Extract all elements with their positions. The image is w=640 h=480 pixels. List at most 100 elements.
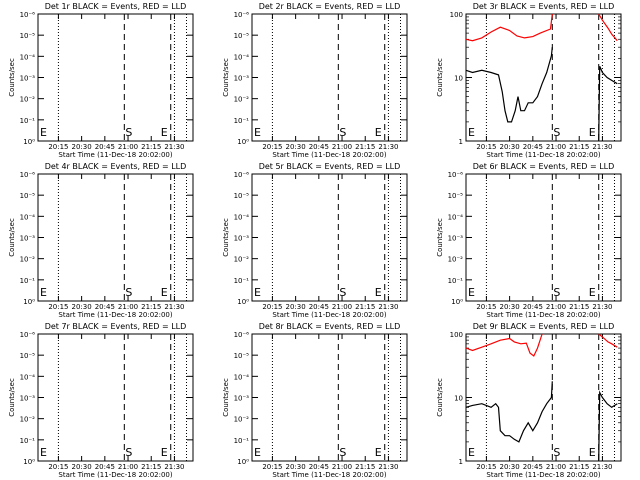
- y-tick-label: 10⁰: [237, 138, 249, 146]
- marker-label: S: [339, 286, 346, 299]
- y-tick-label: 10⁻³: [234, 75, 250, 83]
- x-tick-label: 21:15: [569, 143, 589, 151]
- x-tick-label: 21:15: [355, 303, 375, 311]
- y-tick-label: 10⁻⁶: [234, 331, 250, 339]
- marker-label: E: [40, 446, 47, 459]
- x-tick-label: 21:15: [141, 303, 161, 311]
- y-tick-label: 10⁻³: [20, 235, 36, 243]
- y-tick-label: 10⁻¹: [20, 277, 36, 285]
- chart-panel: Det 6r BLACK = Events, RED = LLD 10⁰ 10⁻¹ 1…: [436, 162, 622, 319]
- marker-label: S: [553, 446, 560, 459]
- x-axis-label: Start Time (11-Dec-18 20:02:00): [58, 311, 172, 319]
- y-tick-label: 10⁻²: [20, 416, 36, 424]
- plot-frame: [251, 13, 408, 142]
- y-tick-label: 10⁻⁵: [20, 192, 36, 200]
- y-axis-label: Counts/sec: [436, 58, 444, 97]
- plot-frame: [37, 173, 194, 302]
- x-tick-label: 21:00: [118, 463, 138, 471]
- x-tick-label: 21:00: [546, 143, 566, 151]
- y-tick-label: 10⁻³: [234, 235, 250, 243]
- y-axis-label: Counts/sec: [8, 378, 16, 417]
- x-tick-label: 21:15: [355, 463, 375, 471]
- y-axis-label: Counts/sec: [222, 378, 230, 417]
- marker-label: S: [125, 126, 132, 139]
- y-tick-label: 10⁻⁵: [234, 32, 250, 40]
- x-tick-label: 20:15: [262, 143, 282, 151]
- x-tick-label: 21:30: [164, 303, 184, 311]
- y-tick-label: 10⁻²: [448, 256, 464, 264]
- y-tick-label: 10⁻¹: [234, 437, 250, 445]
- chart-title: Det 5r BLACK = Events, RED = LLD: [259, 162, 401, 171]
- x-axis-label: Start Time (11-Dec-18 20:02:00): [486, 311, 600, 319]
- marker-label: E: [254, 446, 261, 459]
- y-tick-label: 10⁻²: [20, 96, 36, 104]
- x-tick-label: 20:30: [500, 463, 520, 471]
- x-tick-label: 21:00: [118, 143, 138, 151]
- x-tick-label: 20:45: [95, 303, 115, 311]
- chart-panel: Det 3r BLACK = Events, RED = LLD 100 10 1 Co…: [436, 2, 622, 159]
- x-tick-label: 20:45: [95, 463, 115, 471]
- x-tick-label: 20:30: [286, 143, 306, 151]
- x-tick-label: 21:30: [378, 143, 398, 151]
- x-tick-label: 20:45: [95, 143, 115, 151]
- x-axis-label: Start Time (11-Dec-18 20:02:00): [58, 151, 172, 159]
- chart-panel: Det 4r BLACK = Events, RED = LLD 10⁰ 10⁻¹ 1…: [8, 162, 194, 319]
- x-tick-label: 21:00: [332, 143, 352, 151]
- marker-label: S: [125, 286, 132, 299]
- x-tick-label: 20:15: [476, 463, 496, 471]
- y-axis-label: Counts/sec: [436, 218, 444, 257]
- y-tick-label: 10⁻⁵: [20, 32, 36, 40]
- y-tick-label: 10⁻³: [448, 235, 464, 243]
- x-axis-label: Start Time (11-Dec-18 20:02:00): [58, 471, 172, 479]
- marker-label: E: [468, 446, 475, 459]
- x-tick-label: 21:15: [569, 463, 589, 471]
- marker-label: E: [161, 286, 168, 299]
- y-tick-label: 10⁰: [237, 458, 249, 466]
- y-tick-label: 10⁻⁵: [448, 192, 464, 200]
- chart-panel: Det 5r BLACK = Events, RED = LLD 10⁰ 10⁻¹ 1…: [222, 162, 408, 319]
- y-tick-label: 10⁰: [23, 138, 35, 146]
- marker-label: S: [339, 446, 346, 459]
- x-axis-label: Start Time (11-Dec-18 20:02:00): [486, 471, 600, 479]
- series-line: [465, 47, 618, 142]
- marker-label: E: [254, 126, 261, 139]
- y-tick-label: 10⁰: [23, 458, 35, 466]
- chart-title: Det 9r BLACK = Events, RED = LLD: [473, 322, 615, 331]
- x-tick-label: 20:15: [262, 303, 282, 311]
- x-tick-label: 21:00: [546, 303, 566, 311]
- marker-label: E: [40, 126, 47, 139]
- y-axis-label: Counts/sec: [222, 58, 230, 97]
- x-tick-label: 20:45: [309, 303, 329, 311]
- x-axis-label: Start Time (11-Dec-18 20:02:00): [272, 311, 386, 319]
- x-axis-label: Start Time (11-Dec-18 20:02:00): [486, 151, 600, 159]
- y-tick-label: 10⁰: [23, 298, 35, 306]
- x-tick-label: 20:30: [286, 463, 306, 471]
- chart-title: Det 8r BLACK = Events, RED = LLD: [259, 322, 401, 331]
- y-tick-label: 100: [450, 11, 463, 19]
- marker-label: E: [161, 126, 168, 139]
- marker-label: E: [589, 446, 596, 459]
- y-tick-label: 10⁻⁶: [234, 171, 250, 179]
- marker-label: E: [40, 286, 47, 299]
- marker-label: S: [553, 126, 560, 139]
- x-tick-label: 20:45: [523, 303, 543, 311]
- marker-label: E: [254, 286, 261, 299]
- plot-frame: [37, 333, 194, 462]
- chart-title: Det 1r BLACK = Events, RED = LLD: [45, 2, 187, 11]
- y-tick-label: 10⁻⁵: [20, 352, 36, 360]
- y-tick-label: 10⁰: [237, 298, 249, 306]
- y-tick-label: 10⁻¹: [20, 117, 36, 125]
- x-tick-label: 21:00: [546, 463, 566, 471]
- marker-label: E: [589, 286, 596, 299]
- x-tick-label: 21:00: [332, 303, 352, 311]
- y-tick-label: 10⁻⁶: [234, 11, 250, 19]
- plot-frame: [37, 13, 194, 142]
- x-tick-label: 20:45: [309, 463, 329, 471]
- chart-panel: Det 2r BLACK = Events, RED = LLD 10⁰ 10⁻¹ 1…: [222, 2, 408, 159]
- plot-frame: [465, 333, 622, 462]
- chart-title: Det 6r BLACK = Events, RED = LLD: [473, 162, 615, 171]
- y-tick-label: 10⁻⁴: [448, 213, 464, 221]
- x-tick-label: 21:30: [164, 143, 184, 151]
- y-tick-label: 10⁻⁴: [234, 53, 250, 61]
